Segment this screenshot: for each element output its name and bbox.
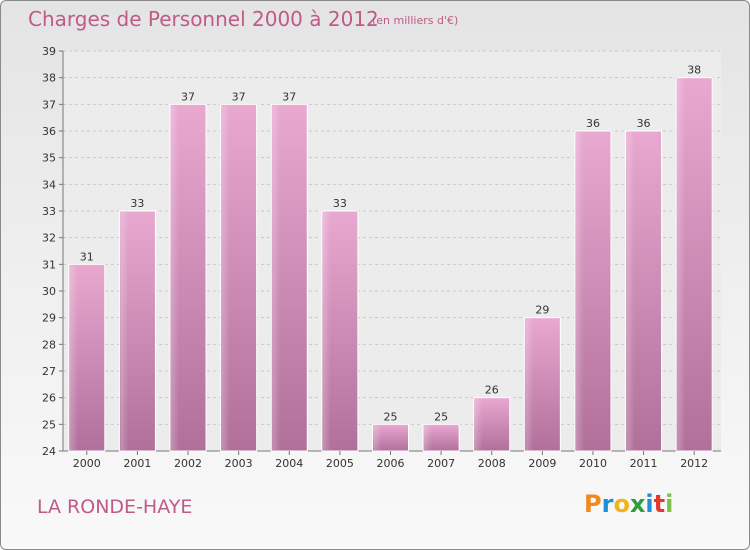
bar-value-label: 37 [181,90,195,103]
y-tick-label: 24 [42,445,56,458]
bar-value-label: 26 [485,384,499,397]
x-tick-label: 2012 [680,457,708,470]
y-tick-label: 30 [42,285,56,298]
bar-value-label: 37 [232,90,246,103]
x-tick-label: 2005 [326,457,354,470]
bar-highlight [626,132,635,450]
bar-highlight [373,425,382,450]
bar-highlight [424,425,433,450]
x-tick-label: 2002 [174,457,202,470]
bar-highlight [120,212,129,450]
y-tick-label: 35 [42,152,56,165]
bar-value-label: 36 [586,117,600,130]
bar-value-label: 29 [535,304,549,317]
x-tick-label: 2007 [427,457,455,470]
bar-highlight [474,398,483,450]
x-tick-label: 2006 [377,457,405,470]
proxiti-logo: Proxiti [584,490,673,518]
y-tick-label: 31 [42,258,56,271]
bar-value-label: 33 [333,197,347,210]
x-tick-label: 2004 [275,457,303,470]
x-tick-label: 2008 [478,457,506,470]
bar-value-label: 36 [637,117,651,130]
plot-area [63,51,721,451]
logo-letter: r [601,490,614,518]
y-tick-label: 29 [42,312,56,325]
logo-letter: P [584,490,602,518]
x-tick-label: 2001 [123,457,151,470]
bar-value-label: 38 [687,64,701,77]
x-tick-label: 2010 [579,457,607,470]
y-tick-label: 27 [42,365,56,378]
bar-value-label: 31 [80,250,94,263]
bar-highlight [575,132,584,450]
chart-title: Charges de Personnel 2000 à 2012 [28,7,379,31]
logo-letter: x [629,490,646,518]
x-tick-label: 2003 [225,457,253,470]
bar-highlight [322,212,331,450]
y-tick-label: 25 [42,418,56,431]
y-tick-label: 33 [42,205,56,218]
x-tick-label: 2011 [630,457,658,470]
bar-value-label: 37 [282,90,296,103]
bar-highlight [272,105,281,450]
chart-subtitle: (en milliers d'€) [372,14,459,27]
logo-letter: o [613,490,630,518]
y-tick-label: 32 [42,232,56,245]
y-tick-label: 36 [42,125,56,138]
bar-highlight [171,105,180,450]
town-name: LA RONDE-HAYE [37,496,193,518]
y-tick-label: 26 [42,392,56,405]
bar-highlight [677,78,686,451]
logo-letter: i [665,490,674,518]
logo-letter: t [653,490,666,518]
x-tick-label: 2000 [73,457,101,470]
y-tick-label: 39 [42,45,56,58]
bar-value-label: 25 [384,410,398,423]
x-tick-label: 2009 [528,457,556,470]
logo-letter: i [645,490,654,518]
bar-highlight [69,265,78,450]
bar-value-label: 33 [130,197,144,210]
bar-highlight [221,105,230,450]
y-tick-label: 38 [42,72,56,85]
y-tick-label: 34 [42,178,56,191]
bar-value-label: 25 [434,410,448,423]
y-tick-label: 37 [42,98,56,111]
y-tick-label: 28 [42,338,56,351]
bar-highlight [525,318,534,450]
